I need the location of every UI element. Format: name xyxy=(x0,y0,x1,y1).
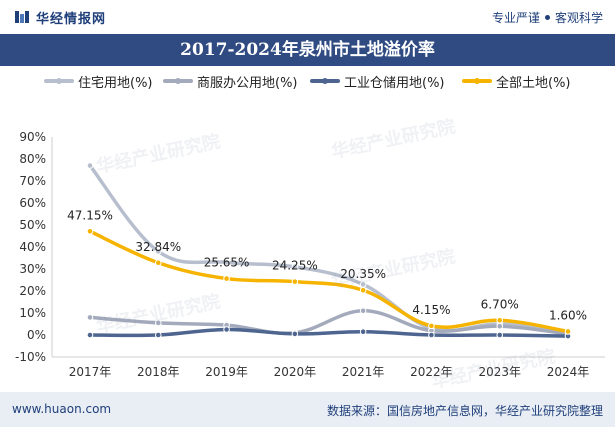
series-point-industrial xyxy=(496,331,504,339)
y-tick-label: 80% xyxy=(19,152,46,166)
y-tick-label: 40% xyxy=(19,240,46,254)
line-chart: 90% 80% 70% 60% 50% 40% 30% 20% 10% 0% -10% 2017年 20… xyxy=(15,130,605,379)
x-tick-label: 2023年 xyxy=(478,365,521,379)
legend-item-all-land: 全部土地(%) xyxy=(462,70,571,92)
data-label: 1.60% xyxy=(549,308,587,322)
brand-logo-icon xyxy=(15,11,29,23)
x-tick-label: 2017年 xyxy=(69,365,112,379)
chart-title: 2017-2024年泉州市土地溢价率 xyxy=(180,40,435,60)
brand-name: 华经情报网 xyxy=(36,12,107,27)
y-tick-label: 10% xyxy=(19,306,46,320)
legend-label-commercial: 商服办公用地(%) xyxy=(197,75,298,91)
footer-source: 数据来源：国信房地产信息网，华经产业研究院整理 xyxy=(326,404,603,418)
series-point-industrial xyxy=(428,331,435,339)
chart-legend: 住宅用地(%) 商服办公用地(%) 工业仓储用地(%) 全部土地(%) xyxy=(0,70,615,92)
data-label: 4.15% xyxy=(412,303,450,317)
x-tick-label: 2019年 xyxy=(205,365,248,379)
y-tick-label: 90% xyxy=(19,130,46,144)
legend-label-all-land: 全部土地(%) xyxy=(496,75,571,91)
x-tick-label: 2024年 xyxy=(547,365,590,379)
series-point-residential xyxy=(223,259,230,266)
series-point-all-land xyxy=(428,322,435,330)
series-line-commercial xyxy=(88,309,570,336)
series-point-commercial xyxy=(496,322,504,330)
slogan: 专业严谨 客观科学 xyxy=(492,9,603,26)
data-label: 24.25% xyxy=(272,259,318,273)
series-point-residential xyxy=(86,162,94,169)
series-point-commercial xyxy=(359,307,367,315)
series-point-all-land xyxy=(154,259,162,267)
series-point-all-land xyxy=(564,328,572,335)
top-bar: 华经情报网 专业严谨 客观科学 xyxy=(0,0,615,34)
series-line-all-land xyxy=(88,229,570,334)
slogan-left: 专业严谨 xyxy=(491,11,540,25)
x-tick-label: 2021年 xyxy=(342,365,385,379)
title-bar xyxy=(0,34,615,66)
series-point-all-land xyxy=(223,275,230,282)
series-point-all-land xyxy=(86,227,94,235)
y-tick-label: 30% xyxy=(19,262,46,276)
legend-item-residential: 住宅用地(%) xyxy=(44,70,153,92)
x-tick-label: 2020年 xyxy=(274,365,317,379)
slogan-separator-dot xyxy=(544,15,550,20)
legend-label-residential: 住宅用地(%) xyxy=(78,75,153,91)
series-point-industrial xyxy=(291,330,299,338)
legend-line-industrial xyxy=(310,78,340,84)
y-tick-label: 70% xyxy=(19,174,46,188)
data-label: 20.35% xyxy=(340,267,386,281)
data-label: 25.65% xyxy=(204,256,250,270)
data-label: 47.15% xyxy=(67,208,113,222)
footer-website: www.huaon.com xyxy=(12,402,112,416)
data-label: 6.70% xyxy=(481,297,519,311)
legend-line-residential xyxy=(44,78,74,84)
series-line-industrial xyxy=(88,327,570,338)
series-point-industrial xyxy=(359,328,367,335)
footer-bar xyxy=(0,392,615,427)
slogan-right: 客观科学 xyxy=(554,11,603,25)
series-point-residential xyxy=(154,248,162,255)
series-point-industrial xyxy=(86,331,94,339)
legend-label-industrial: 工业仓储用地(%) xyxy=(344,75,445,91)
y-tick-label: 60% xyxy=(19,196,46,210)
x-tick-label: 2022年 xyxy=(410,365,453,379)
x-tick-label: 2018年 xyxy=(137,365,180,379)
legend-item-commercial: 商服办公用地(%) xyxy=(163,70,298,92)
series-point-residential xyxy=(359,281,367,288)
legend-item-industrial: 工业仓储用地(%) xyxy=(310,70,445,92)
data-label: 32.84% xyxy=(135,240,181,254)
series-point-commercial xyxy=(86,314,94,321)
y-tick-label: 0% xyxy=(27,328,46,342)
series-point-industrial xyxy=(154,331,162,339)
series-point-industrial xyxy=(223,326,230,333)
series-point-all-land xyxy=(496,316,504,324)
series-point-all-land xyxy=(291,278,299,285)
series-point-commercial xyxy=(154,319,162,327)
series-point-residential xyxy=(291,263,299,271)
legend-line-all-land xyxy=(462,78,492,84)
y-tick-label: -10% xyxy=(15,350,46,364)
series-point-all-land xyxy=(359,286,367,294)
y-tick-label: 50% xyxy=(19,218,46,232)
y-tick-label: 20% xyxy=(19,284,46,298)
legend-line-commercial xyxy=(163,78,193,84)
